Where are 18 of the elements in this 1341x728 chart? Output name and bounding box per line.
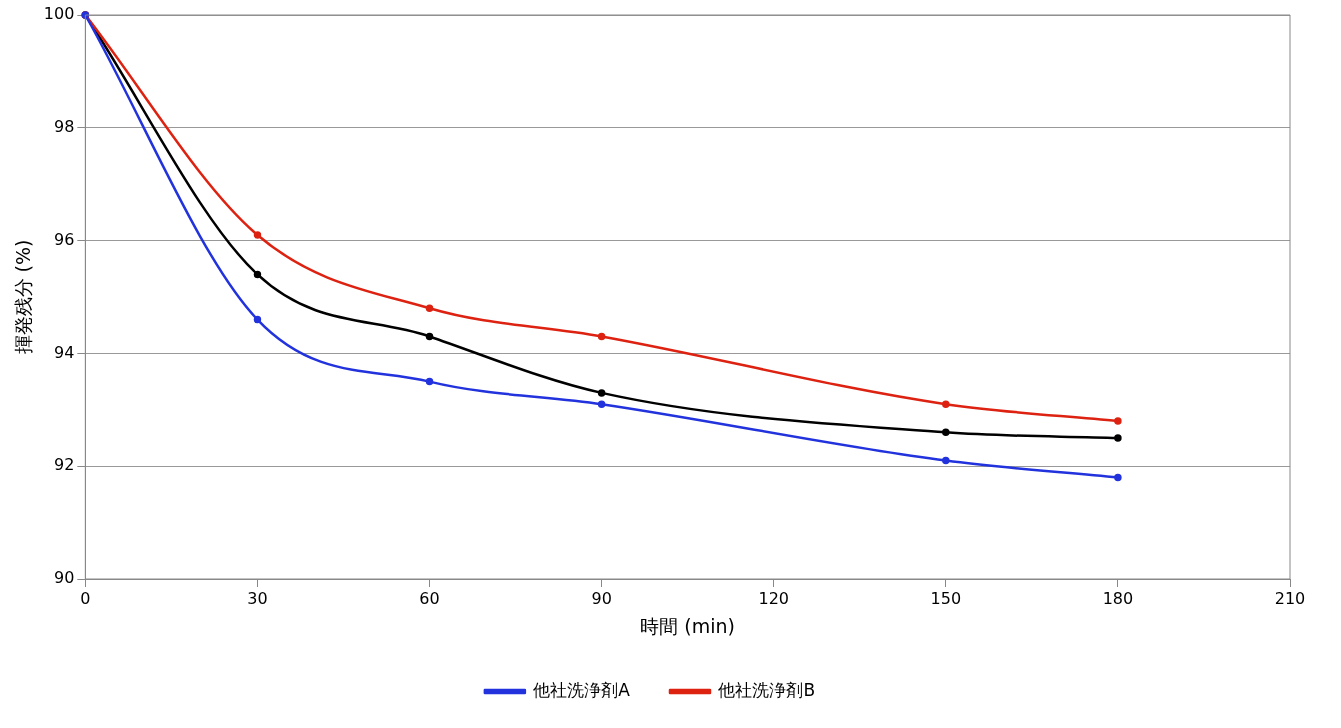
x-tick-label: 0	[80, 588, 91, 608]
x-tick-label: 90	[591, 588, 612, 608]
y-tick-label: 94	[53, 342, 75, 362]
legend-label: 他社洗浄剤A	[533, 679, 631, 700]
x-tick-label: 180	[1102, 588, 1134, 608]
x-tick-label: 210	[1274, 588, 1306, 608]
legend-label: 他社洗浄剤B	[718, 679, 816, 700]
y-tick-label: 98	[53, 116, 75, 136]
x-tick-label: 30	[247, 588, 268, 608]
y-tick-label: 100	[43, 4, 75, 24]
x-tick-label: 120	[758, 588, 789, 608]
x-tick-label: 60	[419, 588, 440, 608]
y-tick-label: 96	[53, 229, 75, 249]
y-axis-title: 揮発残分 (%)	[12, 239, 35, 355]
x-tick-label: 150	[930, 588, 962, 608]
y-tick-label: 90	[53, 568, 75, 588]
y-tick-label: 92	[53, 455, 75, 475]
x-axis-title: 時間 (min)	[640, 614, 736, 637]
